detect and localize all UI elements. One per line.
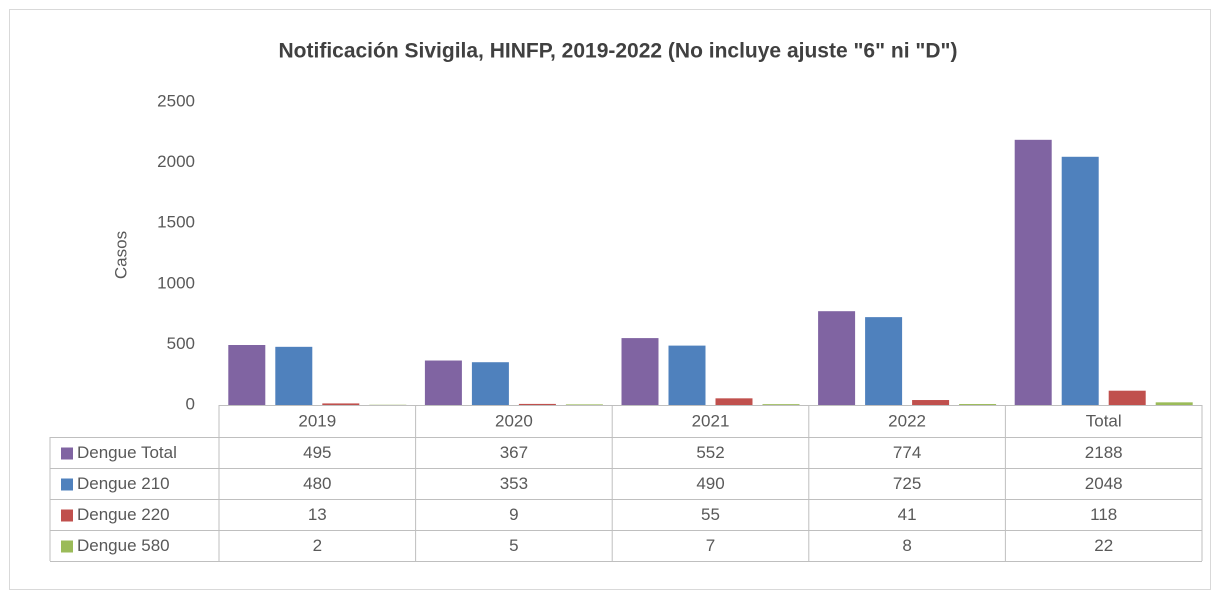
y-tick-label: 1000 bbox=[157, 273, 195, 292]
bar bbox=[228, 345, 266, 405]
table-value: 2048 bbox=[1085, 474, 1123, 493]
table-value: 353 bbox=[500, 474, 528, 493]
table-value: 118 bbox=[1090, 505, 1117, 524]
y-tick-label: 2000 bbox=[157, 152, 195, 171]
table-value: 2188 bbox=[1085, 443, 1123, 462]
table-value: 22 bbox=[1094, 536, 1113, 555]
table-value: 490 bbox=[696, 474, 724, 493]
x-tick-label: Total bbox=[1086, 411, 1122, 430]
bar bbox=[1061, 156, 1099, 405]
y-axis-label: Casos bbox=[111, 231, 130, 279]
table-value: 13 bbox=[308, 505, 327, 524]
table-value: 367 bbox=[500, 443, 528, 462]
table-value: 55 bbox=[701, 505, 720, 524]
bar bbox=[1014, 139, 1052, 406]
bar bbox=[762, 404, 800, 405]
bar bbox=[1155, 402, 1193, 405]
table-value: 774 bbox=[893, 443, 921, 462]
table-value: 480 bbox=[303, 474, 331, 493]
y-tick-label: 0 bbox=[186, 394, 195, 413]
bar bbox=[818, 311, 856, 405]
bar bbox=[668, 345, 706, 405]
y-tick-label: 1500 bbox=[157, 213, 195, 232]
bar bbox=[912, 400, 950, 405]
x-tick-label: 2019 bbox=[298, 411, 336, 430]
x-tick-label: 2020 bbox=[495, 411, 533, 430]
legend-label: Dengue 210 bbox=[77, 474, 170, 493]
bar bbox=[621, 338, 659, 405]
bar bbox=[424, 360, 462, 405]
legend-label: Dengue 580 bbox=[77, 536, 170, 555]
legend-label: Dengue Total bbox=[77, 443, 177, 462]
table-value: 9 bbox=[509, 505, 518, 524]
bar bbox=[1108, 390, 1146, 405]
legend-key bbox=[61, 540, 73, 553]
bar bbox=[865, 317, 903, 405]
table-value: 495 bbox=[303, 443, 331, 462]
table-value: 5 bbox=[509, 536, 518, 555]
legend-key bbox=[61, 478, 73, 491]
y-tick-label: 500 bbox=[167, 334, 195, 353]
chart-border bbox=[9, 9, 1211, 590]
bar bbox=[518, 403, 556, 405]
chart-title: Notificación Sivigila, HINFP, 2019-2022 … bbox=[279, 40, 958, 63]
bar bbox=[715, 398, 753, 405]
table-value: 8 bbox=[902, 536, 911, 555]
bar bbox=[471, 362, 509, 405]
table-value: 2 bbox=[313, 536, 322, 555]
legend-key bbox=[61, 447, 73, 460]
bar bbox=[322, 403, 360, 405]
x-tick-label: 2022 bbox=[888, 411, 926, 430]
x-tick-label: 2021 bbox=[692, 411, 730, 430]
bar bbox=[565, 404, 603, 405]
legend-key bbox=[61, 509, 73, 522]
table-value: 552 bbox=[696, 443, 724, 462]
table-value: 7 bbox=[706, 536, 715, 555]
y-tick-label: 2500 bbox=[157, 91, 195, 110]
table-value: 41 bbox=[898, 505, 917, 524]
legend-label: Dengue 220 bbox=[77, 505, 170, 524]
bar bbox=[959, 404, 997, 405]
table-value: 725 bbox=[893, 474, 921, 493]
bar bbox=[275, 346, 313, 405]
